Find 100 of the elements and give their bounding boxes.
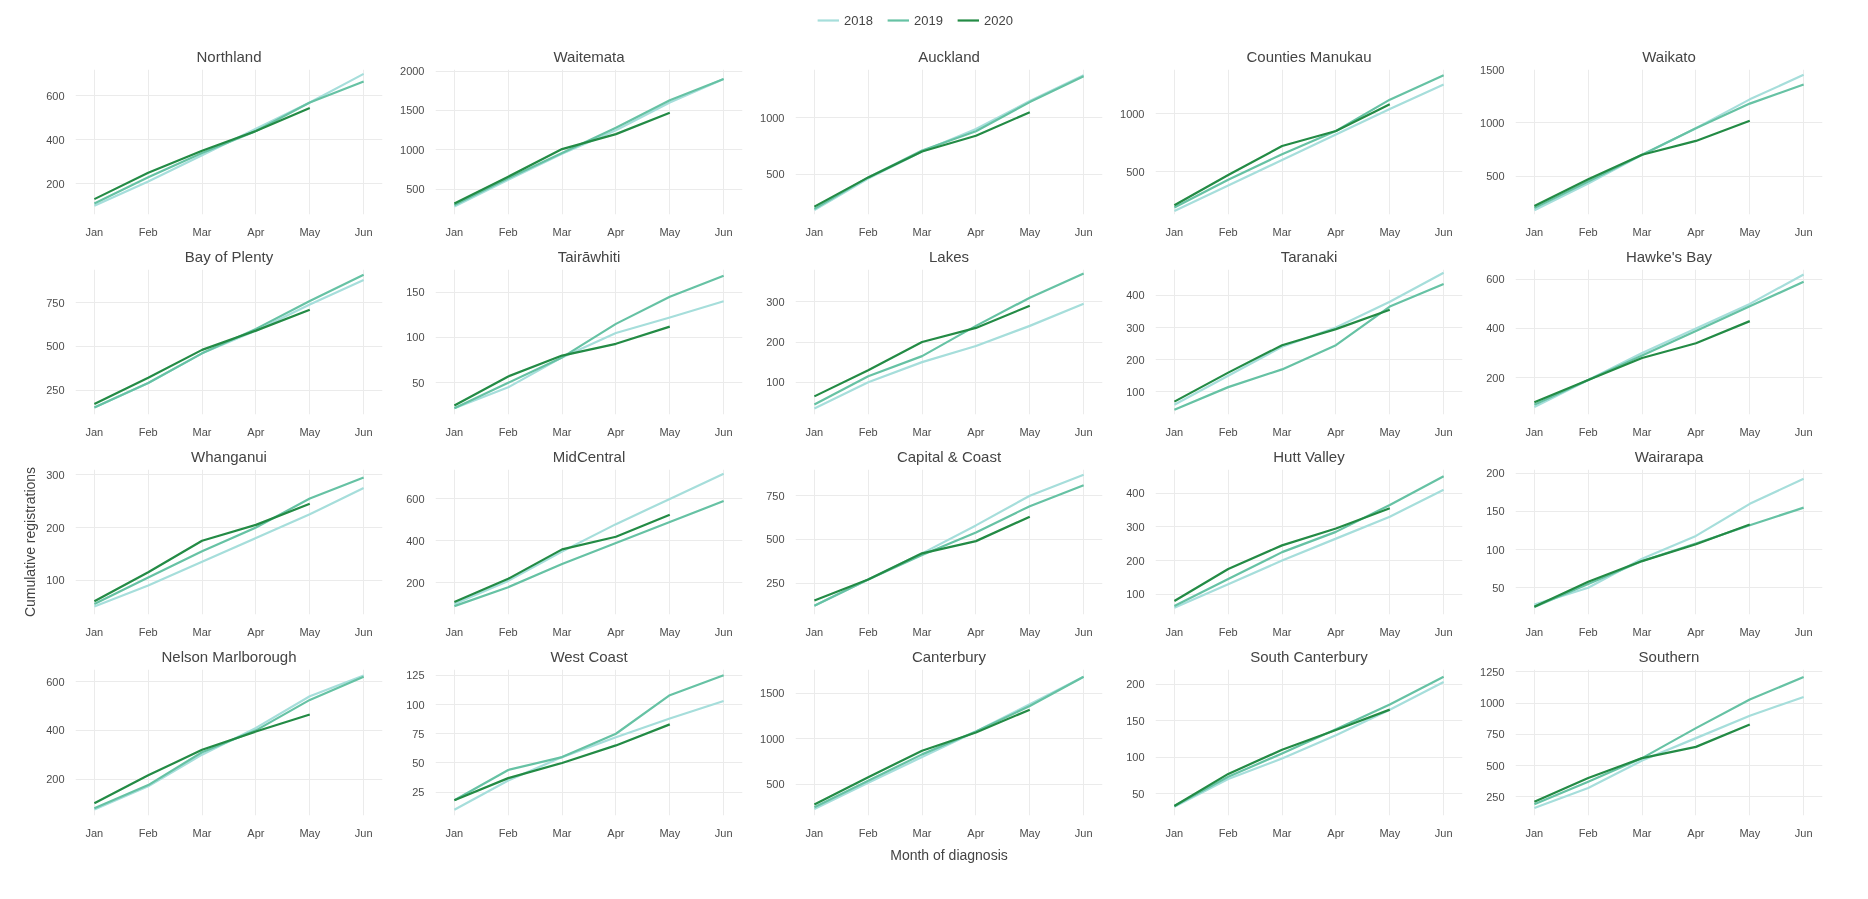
y-tick-label: 100: [406, 331, 425, 344]
x-tick-label: May: [659, 826, 681, 839]
x-tick-label: Jan: [1525, 225, 1544, 238]
x-tick-label: Jun: [1074, 625, 1093, 638]
y-tick-label: 1500: [400, 104, 425, 117]
x-tick-label: Mar: [192, 625, 212, 638]
x-tick-label: Jun: [1434, 225, 1453, 238]
y-tick-label: 200: [1486, 467, 1505, 480]
y-tick-label: 300: [1126, 321, 1145, 334]
x-tick-label: May: [1019, 225, 1041, 238]
x-tick-label: Feb: [1218, 225, 1238, 238]
y-tick-label: 400: [1126, 289, 1145, 302]
x-tick-label: Mar: [912, 625, 932, 638]
x-tick-label: Apr: [247, 225, 265, 238]
x-tick-label: May: [1739, 826, 1761, 839]
y-tick-label: 600: [46, 675, 65, 688]
x-tick-label: Feb: [1218, 625, 1238, 638]
x-axis-title: Month of diagnosis: [890, 846, 1008, 863]
x-tick-label: Mar: [1272, 425, 1292, 438]
x-tick-label: Jun: [354, 826, 373, 839]
y-tick-label: 200: [406, 576, 425, 589]
y-tick-label: 500: [766, 533, 785, 546]
x-tick-label: Feb: [138, 625, 158, 638]
x-tick-label: Mar: [552, 625, 572, 638]
x-tick-label: Jun: [714, 225, 733, 238]
x-tick-label: May: [1379, 826, 1401, 839]
x-tick-label: Jun: [1434, 826, 1453, 839]
x-tick-label: Jun: [1794, 826, 1813, 839]
x-tick-label: Feb: [858, 225, 878, 238]
x-tick-label: Jun: [714, 826, 733, 839]
y-tick-label: 200: [1126, 353, 1145, 366]
y-tick-label: 25: [412, 786, 425, 799]
y-tick-label: 400: [46, 133, 65, 146]
legend-label: 2019: [914, 12, 943, 28]
x-tick-label: Jan: [445, 826, 464, 839]
y-tick-label: 500: [1486, 759, 1505, 772]
x-tick-label: Mar: [912, 425, 932, 438]
y-tick-label: 400: [406, 534, 425, 547]
y-tick-label: 2000: [400, 65, 425, 78]
x-tick-label: Jan: [85, 826, 104, 839]
y-tick-label: 300: [1126, 520, 1145, 533]
x-tick-label: May: [1019, 425, 1041, 438]
x-tick-label: Jun: [1794, 425, 1813, 438]
y-tick-label: 750: [1486, 728, 1505, 741]
x-tick-label: Apr: [1327, 625, 1345, 638]
x-tick-label: Jan: [1165, 625, 1184, 638]
y-tick-label: 500: [1126, 165, 1145, 178]
x-tick-label: Mar: [552, 826, 572, 839]
x-tick-label: Jun: [1794, 225, 1813, 238]
y-tick-label: 125: [406, 669, 425, 682]
chart-title: Counties Manukau: [1246, 47, 1372, 65]
y-tick-label: 500: [1486, 170, 1505, 183]
x-tick-label: Feb: [138, 225, 158, 238]
x-tick-label: May: [1379, 425, 1401, 438]
y-tick-label: 1500: [760, 687, 785, 700]
x-tick-label: May: [659, 625, 681, 638]
x-tick-label: May: [299, 225, 321, 238]
x-tick-label: Jun: [354, 425, 373, 438]
y-tick-label: 150: [1486, 505, 1505, 518]
x-tick-label: Jun: [354, 225, 373, 238]
x-tick-label: Mar: [552, 225, 572, 238]
y-tick-label: 200: [46, 773, 65, 785]
y-tick-label: 400: [46, 724, 65, 737]
chart-title: Canterbury: [911, 647, 987, 665]
x-tick-label: Jun: [354, 625, 373, 638]
y-tick-label: 500: [766, 778, 785, 791]
x-tick-label: Apr: [967, 225, 985, 238]
x-tick-label: Apr: [1327, 826, 1345, 839]
x-tick-label: Feb: [1578, 625, 1598, 638]
y-tick-label: 100: [1486, 543, 1505, 556]
x-tick-label: Feb: [138, 425, 158, 438]
x-tick-label: Mar: [192, 425, 212, 438]
y-tick-label: 250: [1486, 790, 1505, 803]
y-tick-label: 250: [46, 384, 65, 397]
y-tick-label: 500: [406, 183, 425, 196]
y-tick-label: 100: [1126, 588, 1145, 601]
x-tick-label: Feb: [498, 225, 518, 238]
y-tick-label: 1500: [1480, 63, 1505, 76]
x-tick-label: May: [1379, 225, 1401, 238]
x-tick-label: Jan: [445, 625, 464, 638]
y-tick-label: 200: [46, 521, 65, 534]
y-tick-label: 1000: [760, 732, 785, 745]
y-tick-label: 200: [1126, 554, 1145, 567]
x-tick-label: Apr: [1327, 425, 1345, 438]
x-tick-label: Apr: [247, 826, 265, 839]
legend-label: 2020: [983, 12, 1013, 28]
x-tick-label: Jan: [1165, 425, 1184, 438]
x-tick-label: Apr: [967, 826, 985, 839]
y-axis-title: Cumulative registrations: [22, 466, 39, 618]
y-tick-label: 400: [1126, 487, 1145, 500]
chart-title: Southern: [1638, 647, 1700, 665]
y-tick-label: 100: [46, 574, 65, 587]
y-tick-label: 100: [406, 698, 425, 711]
y-tick-label: 100: [1126, 751, 1145, 764]
y-tick-label: 500: [766, 168, 785, 181]
x-tick-label: Jun: [714, 625, 733, 638]
x-tick-label: Feb: [858, 826, 878, 839]
x-tick-label: May: [1739, 425, 1761, 438]
x-tick-label: Jan: [445, 225, 464, 238]
x-tick-label: May: [299, 625, 321, 638]
